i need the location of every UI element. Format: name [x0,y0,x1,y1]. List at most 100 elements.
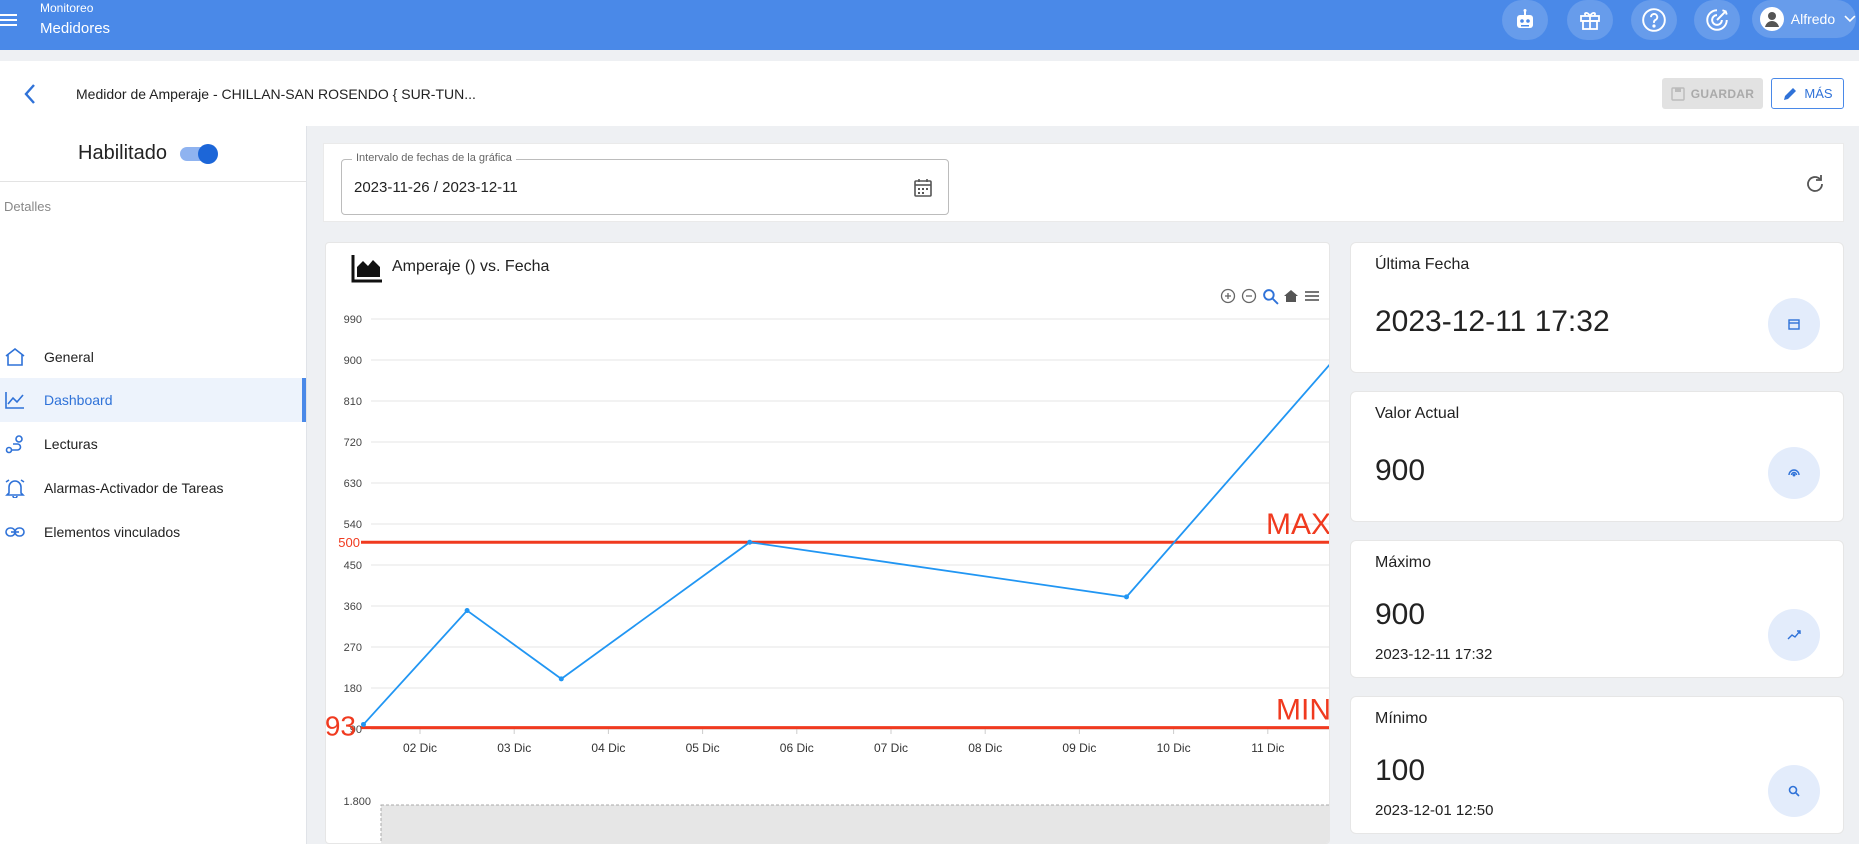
sidebar-item-general[interactable]: General [0,335,306,379]
enabled-toggle[interactable] [180,144,218,164]
calendar-icon [1788,319,1800,330]
chevron-down-icon [1844,15,1856,23]
chart-toolbar [1219,287,1321,305]
search-icon [1788,785,1800,797]
stat-label: Valor Actual [1375,405,1460,422]
page-header: Medidor de Amperaje - CHILLAN-SAN ROSEND… [0,61,1859,126]
save-icon [1671,86,1685,101]
x-tick-label: 08 Dic [968,741,1002,755]
section-label: Medidores [40,20,111,37]
x-tick-label: 06 Dic [780,741,814,755]
top-app-bar: Monitoreo Medidores [0,0,1859,50]
overview-tick-label: 1.800 [343,796,371,808]
pencil-icon [1784,87,1797,100]
area-chart-icon [351,255,382,283]
date-range-legend: Intervalo de fechas de la gráfica [352,152,516,164]
stat-icon-button [1768,447,1820,499]
threshold-label-min: MIN [1276,694,1330,727]
stat-value: 900 [1375,598,1426,631]
calendar-icon[interactable] [912,177,934,199]
page-title: Medidor de Amperaje - CHILLAN-SAN ROSEND… [76,86,476,102]
series-line [362,364,1329,726]
y-tick-label: 450 [344,560,362,572]
threshold-label-max: MAX [1266,508,1330,541]
gift-button[interactable] [1567,0,1613,40]
sidebar-item-alarmas[interactable]: Alarmas-Activador de Tareas [0,466,306,510]
stat-card-max: Máximo 900 2023-12-11 17:32 [1350,540,1844,678]
refresh-icon[interactable] [1804,173,1826,195]
save-button[interactable]: GUARDAR [1662,78,1763,109]
x-tick-label: 02 Dic [403,741,437,755]
robot-button[interactable] [1502,0,1548,40]
robot-icon [1517,9,1533,28]
sidebar-item-label: Alarmas-Activador de Tareas [44,480,224,496]
zoom-out-icon[interactable] [1240,287,1258,305]
y-tick-label: 180 [344,683,362,695]
x-tick-label: 09 Dic [1062,741,1096,755]
sidebar-item-dashboard[interactable]: Dashboard [0,378,306,422]
date-range-card: Intervalo de fechas de la gráfica 2023-1… [323,143,1844,222]
overview-brush [380,804,1329,843]
x-tick-label: 05 Dic [686,741,720,755]
stat-label: Última Fecha [1375,256,1470,273]
date-range-value: 2023-11-26 / 2023-12-11 [354,179,518,196]
chart-title: Amperaje () vs. Fecha [392,258,550,275]
y-tick-label: 360 [344,601,362,613]
stat-subvalue: 2023-12-11 17:32 [1375,646,1493,663]
more-button[interactable]: MÁS [1771,78,1844,109]
stat-icon-button [1768,298,1820,350]
enabled-row: Habilitado [0,126,306,182]
readings-icon [5,435,23,454]
data-point [464,608,470,614]
enabled-label: Habilitado [78,142,167,164]
sidebar-item-label: Dashboard [44,392,113,408]
chart-menu-icon[interactable] [1303,287,1321,305]
link-icon [5,527,25,537]
save-button-label: GUARDAR [1690,86,1755,101]
x-tick-label: 07 Dic [874,741,908,755]
date-range-field[interactable]: Intervalo de fechas de la gráfica 2023-1… [341,152,949,215]
data-point [558,676,564,682]
home-icon [5,347,25,366]
menu-icon[interactable] [0,10,20,30]
y-tick-label: 900 [344,355,362,367]
y-tick-label: 270 [344,642,362,654]
y-tick-label: 90 [350,724,362,736]
help-icon [1642,8,1666,32]
section-label-details: Detalles [4,199,51,214]
avatar [1760,7,1784,31]
user-menu[interactable]: Alfredo [1752,0,1856,38]
sidebar-item-lecturas[interactable]: Lecturas [0,422,306,466]
amperage-line-chart: 90 180 270 360 450 540 630 720 810 900 990 02 Dic 03… [326,314,1330,843]
back-arrow-icon[interactable] [18,81,44,107]
sidebar-item-label: Elementos vinculados [44,524,181,540]
gauge-icon [1788,469,1800,477]
brand: Monitoreo Medidores [40,1,110,39]
stat-subvalue: 2023-12-01 12:50 [1375,802,1494,819]
more-button-label: MÁS [1804,86,1833,101]
stat-value: 100 [1375,754,1426,787]
y-tick-label: 540 [344,519,362,531]
sidebar-item-label: General [44,349,94,365]
target-button[interactable] [1694,0,1740,40]
gift-icon [1580,12,1600,30]
zoom-select-icon[interactable] [1261,287,1279,305]
chart-card: Amperaje () vs. Fecha 90 180 270 360 450 540 6… [325,242,1330,844]
alarm-icon [5,479,25,498]
sidebar-item-elementos[interactable]: Elementos vinculados [0,510,306,554]
user-name: Alfredo [1790,11,1836,27]
threshold-value-label: 93 [326,711,356,742]
x-tick-label: 03 Dic [497,741,531,755]
threshold-value-label: 500 [338,535,360,550]
x-tick-label: 10 Dic [1157,741,1191,755]
reset-zoom-icon[interactable] [1282,287,1300,305]
stat-value: 900 [1375,454,1426,487]
zoom-in-icon[interactable] [1219,287,1237,305]
module-label: Monitoreo [40,1,94,15]
target-icon [1706,9,1728,31]
y-tick-label: 630 [344,478,362,490]
help-button[interactable] [1631,0,1677,40]
stat-label: Mínimo [1375,710,1428,727]
stat-icon-button [1768,609,1820,661]
x-tick-label: 04 Dic [591,741,625,755]
